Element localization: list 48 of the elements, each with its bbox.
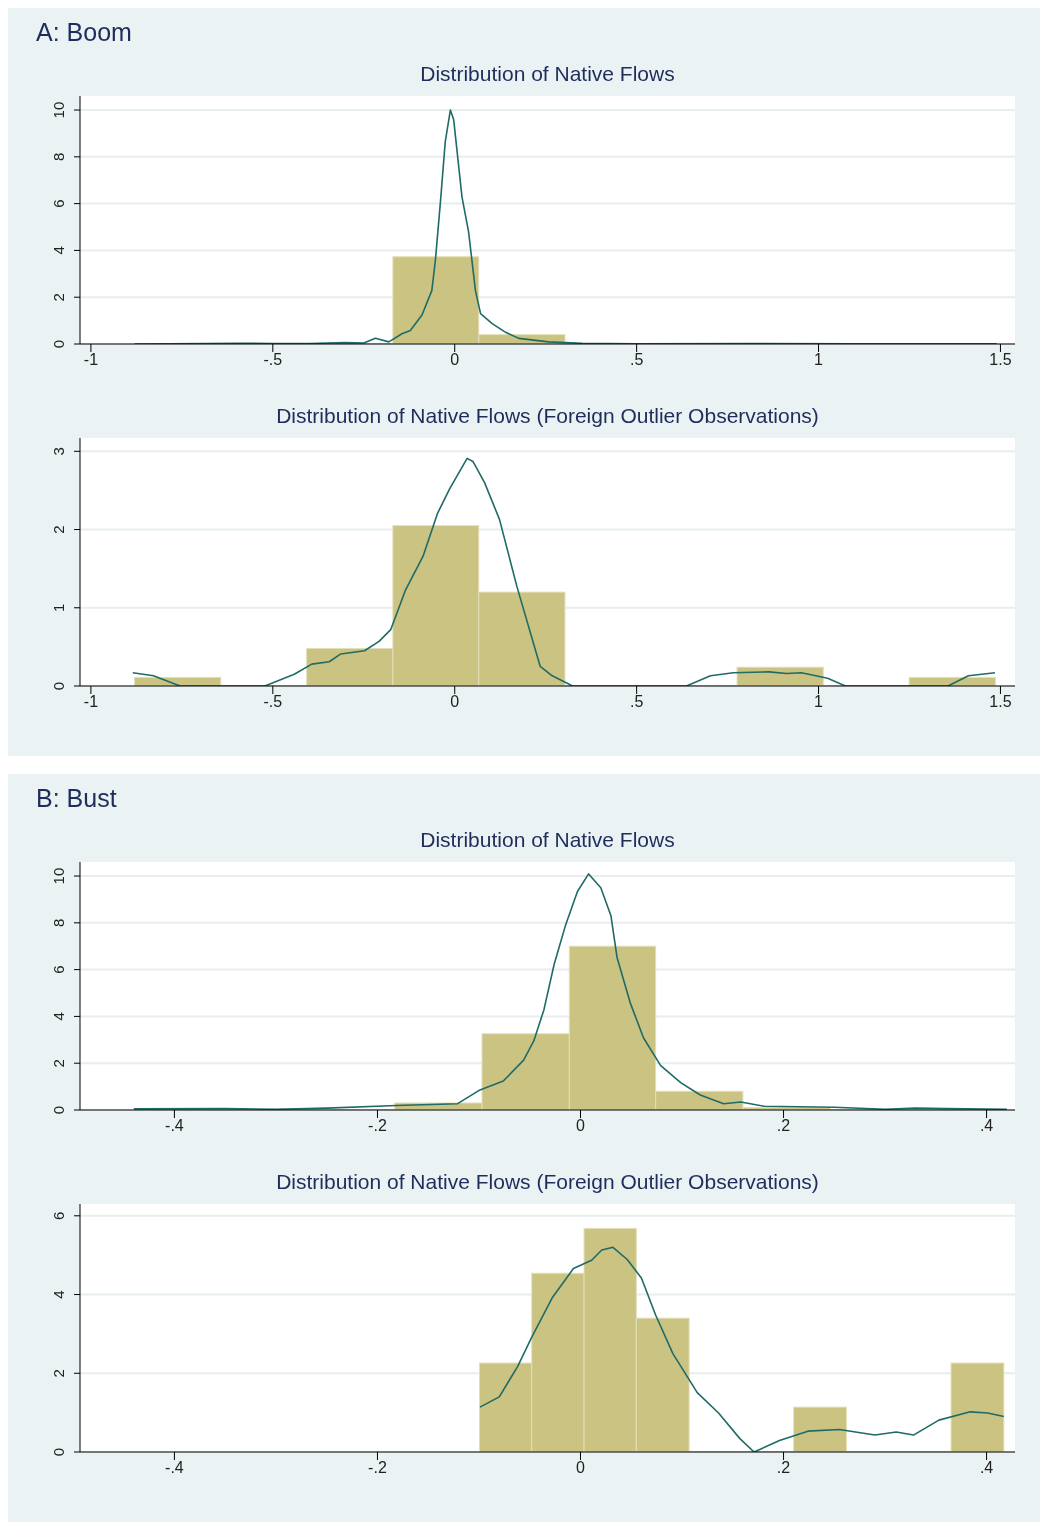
y-tick-label: 1 xyxy=(50,603,67,612)
x-tick-label: -.2 xyxy=(368,1117,387,1135)
y-tick-label: 10 xyxy=(50,101,67,119)
x-tick-label: 1 xyxy=(814,351,824,369)
chart-title: Distribution of Native Flows xyxy=(419,62,676,87)
x-tick-label: 1.5 xyxy=(989,693,1012,711)
y-tick-label: 8 xyxy=(50,152,67,161)
x-tick-label: 0 xyxy=(576,1459,586,1477)
x-tick-label: .5 xyxy=(629,693,644,711)
x-tick-label: 0 xyxy=(450,351,460,369)
y-tick-label: 8 xyxy=(50,918,67,927)
y-tick-label: 6 xyxy=(50,965,67,974)
chart-title: Distribution of Native Flows xyxy=(419,828,676,853)
x-tick-label: .2 xyxy=(776,1117,791,1135)
text: A: Boom xyxy=(35,18,133,48)
x-tick-label: 1.5 xyxy=(989,351,1012,369)
x-tick-label: -.5 xyxy=(263,693,283,711)
y-tick-label: 0 xyxy=(50,339,67,349)
x-tick-label: -.2 xyxy=(368,1459,387,1477)
y-tick-label: 0 xyxy=(50,1105,67,1115)
y-tick-label: 6 xyxy=(50,199,67,208)
x-tick-label: 0 xyxy=(576,1117,586,1135)
x-tick-label: -.5 xyxy=(263,351,283,369)
chart-title: Distribution of Native Flows (Foreign Outlier Observations) xyxy=(275,1170,820,1195)
x-tick-label: 1 xyxy=(814,693,824,711)
y-tick-label: 2 xyxy=(50,1369,67,1378)
y-tick-label: 10 xyxy=(50,867,67,885)
x-tick-label: -.4 xyxy=(165,1459,184,1477)
x-tick-label: -1 xyxy=(83,351,99,369)
chart-title: Distribution of Native Flows (Foreign Outlier Observations) xyxy=(275,404,820,429)
y-tick-label: 4 xyxy=(50,1012,67,1021)
x-tick-label: 0 xyxy=(450,693,460,711)
y-tick-label: 0 xyxy=(50,681,67,691)
y-tick-label: 2 xyxy=(50,293,67,302)
y-tick-label: 4 xyxy=(50,1290,67,1299)
x-tick-label: .4 xyxy=(979,1117,994,1135)
text: B: Bust xyxy=(35,784,118,814)
x-tick-label: .2 xyxy=(776,1459,791,1477)
y-tick-label: 3 xyxy=(50,447,67,456)
x-tick-label: -.4 xyxy=(165,1117,184,1135)
y-tick-label: 2 xyxy=(50,1059,67,1068)
y-tick-label: 4 xyxy=(50,246,67,255)
y-tick-label: 6 xyxy=(50,1211,67,1220)
y-tick-label: 0 xyxy=(50,1447,67,1457)
x-tick-label: .4 xyxy=(979,1459,994,1477)
x-tick-label: .5 xyxy=(629,351,644,369)
y-tick-label: 2 xyxy=(50,525,67,534)
x-tick-label: -1 xyxy=(83,693,99,711)
